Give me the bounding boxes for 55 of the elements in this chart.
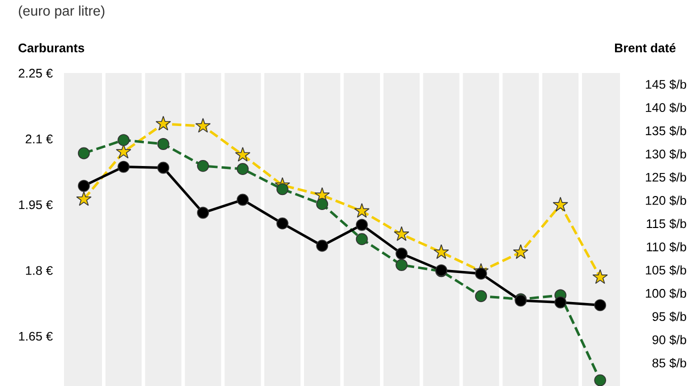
- point: [197, 160, 209, 172]
- point: [356, 218, 368, 231]
- point: [594, 299, 606, 312]
- point: [78, 180, 90, 192]
- y2-tick-label: 115 $/b: [646, 218, 686, 229]
- point: [76, 191, 92, 206]
- y-tick-label: 2.1 €: [26, 134, 53, 144]
- y-tick-label: 2.25 €: [18, 68, 53, 78]
- point: [356, 233, 368, 246]
- y2-tick-label: 110 $/b: [646, 242, 686, 252]
- point: [316, 240, 328, 252]
- y2-tick-label: 85 $/b: [652, 358, 686, 368]
- point: [236, 163, 249, 175]
- point: [236, 194, 249, 206]
- chart-subtitle: (euro par litre): [18, 6, 104, 18]
- y2-tick-label: 105 $/b: [646, 265, 686, 276]
- y-tick-label: 1.65 €: [19, 332, 53, 341]
- point: [554, 296, 566, 308]
- point: [276, 217, 288, 230]
- point: [195, 118, 211, 133]
- y2-tick-label: 100 $/b: [646, 288, 686, 299]
- y2-tick-label: 90 $/b: [652, 334, 686, 345]
- point: [316, 198, 328, 210]
- y2-tick-label: 145 $/b: [646, 79, 686, 90]
- point: [475, 290, 487, 302]
- point: [116, 144, 132, 159]
- point: [394, 226, 410, 241]
- point: [592, 269, 608, 284]
- point: [594, 374, 606, 386]
- y2-axis-title: Brent daté: [615, 43, 676, 52]
- y2-tick-label: 95 $/b: [652, 312, 686, 322]
- point: [475, 268, 487, 280]
- y2-tick-label: 140 $/b: [646, 102, 686, 113]
- y-tick-label: 1.95 €: [19, 200, 53, 210]
- point: [396, 259, 408, 271]
- point: [157, 162, 170, 174]
- point: [78, 147, 90, 160]
- point: [197, 206, 209, 219]
- point: [156, 116, 171, 130]
- point: [118, 160, 130, 173]
- point: [552, 196, 568, 212]
- point: [354, 203, 370, 218]
- point: [434, 244, 449, 259]
- y2-tick-label: 125 $/b: [646, 172, 686, 182]
- y-tick-label: 1.8 €: [26, 266, 53, 275]
- y2-tick-label: 130 $/b: [646, 149, 686, 160]
- point: [118, 134, 130, 146]
- point: [235, 146, 250, 162]
- point: [276, 183, 288, 196]
- point: [396, 248, 408, 260]
- point: [513, 244, 528, 259]
- y2-tick-label: 120 $/b: [646, 196, 686, 206]
- point: [157, 138, 170, 150]
- y-axis-title: Carburants: [18, 43, 84, 52]
- y2-tick-label: 135 $/b: [646, 126, 686, 136]
